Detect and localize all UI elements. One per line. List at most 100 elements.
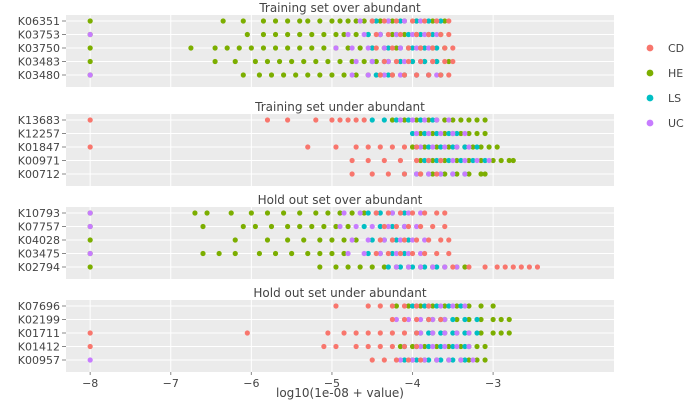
point-cd [397, 157, 404, 164]
point-ls [434, 157, 440, 164]
point-cd [373, 45, 379, 51]
point-he [442, 303, 448, 309]
point-he [442, 130, 448, 137]
point-he [478, 157, 484, 164]
point-he [478, 316, 484, 323]
point-he [248, 45, 254, 51]
panel-title: Training set over abundant [258, 1, 421, 15]
point-he [341, 250, 347, 257]
point-ls [430, 31, 436, 38]
point-he [87, 58, 93, 65]
point-he [434, 144, 440, 150]
legend-label: UC [668, 117, 684, 130]
point-ls [385, 264, 391, 270]
point-uc [417, 144, 424, 150]
point-he [268, 72, 275, 78]
point-cd [385, 250, 391, 257]
point-cd [373, 250, 379, 257]
point-cd [393, 357, 400, 363]
point-cd [518, 264, 524, 270]
point-uc [405, 210, 412, 216]
point-he [357, 264, 363, 270]
point-he [309, 31, 315, 38]
point-uc [426, 45, 432, 51]
point-he [389, 18, 395, 24]
point-uc [409, 237, 416, 243]
point-uc [438, 171, 444, 177]
point-uc [357, 18, 363, 24]
point-he [361, 18, 367, 24]
point-he [252, 58, 258, 65]
point-ls [434, 303, 440, 309]
point-he [353, 31, 359, 38]
point-he [434, 343, 440, 350]
point-uc [442, 264, 448, 270]
point-uc [381, 45, 387, 51]
point-he [341, 237, 347, 243]
point-ls [373, 72, 379, 78]
point-he [280, 210, 287, 216]
point-uc [87, 357, 93, 363]
point-he [232, 237, 238, 243]
point-cd [313, 117, 319, 123]
point-he [401, 117, 408, 123]
point-uc [466, 330, 472, 336]
point-he [393, 45, 400, 51]
point-uc [389, 210, 395, 216]
point-uc [341, 210, 347, 216]
point-cd [426, 31, 432, 38]
point-he [470, 144, 476, 150]
point-uc [422, 31, 428, 38]
point-he [297, 45, 303, 51]
point-he [285, 45, 291, 51]
point-cd [482, 264, 488, 270]
legend-label: HE [668, 67, 683, 80]
point-cd [438, 316, 444, 323]
point-ls [446, 157, 452, 164]
point-he [357, 45, 363, 51]
point-he [256, 250, 263, 257]
point-ls [446, 130, 452, 137]
point-uc [413, 130, 420, 137]
point-he [462, 264, 468, 270]
point-uc [417, 330, 424, 336]
point-cd [430, 223, 436, 230]
point-he [272, 31, 279, 38]
point-ls [450, 343, 456, 350]
point-ls [430, 117, 436, 123]
point-cd [385, 171, 391, 177]
point-cd [87, 144, 93, 150]
point-he [87, 18, 93, 24]
point-cd [87, 343, 93, 350]
point-cd [329, 117, 335, 123]
point-cd [397, 210, 404, 216]
point-cd [422, 210, 428, 216]
point-uc [385, 18, 391, 24]
point-ls [426, 330, 432, 336]
point-ls [381, 117, 387, 123]
point-cd [389, 303, 395, 309]
point-ls [397, 58, 404, 65]
point-he [430, 157, 436, 164]
point-cd [393, 18, 400, 24]
point-he [272, 250, 279, 257]
point-ls [409, 303, 416, 309]
panel-title: Hold out set over abundant [258, 193, 423, 207]
point-ls [401, 250, 408, 257]
point-he [87, 264, 93, 270]
point-uc [381, 72, 387, 78]
point-ls [369, 45, 375, 51]
point-cd [446, 237, 452, 243]
point-he [389, 117, 395, 123]
point-he [329, 72, 335, 78]
point-cd [409, 210, 416, 216]
point-uc [434, 31, 440, 38]
point-he [297, 210, 303, 216]
point-cd [87, 117, 93, 123]
point-ls [397, 264, 404, 270]
x-tick-label: −5 [324, 377, 340, 390]
point-uc [405, 250, 412, 257]
point-uc [409, 31, 416, 38]
point-he [474, 343, 480, 350]
